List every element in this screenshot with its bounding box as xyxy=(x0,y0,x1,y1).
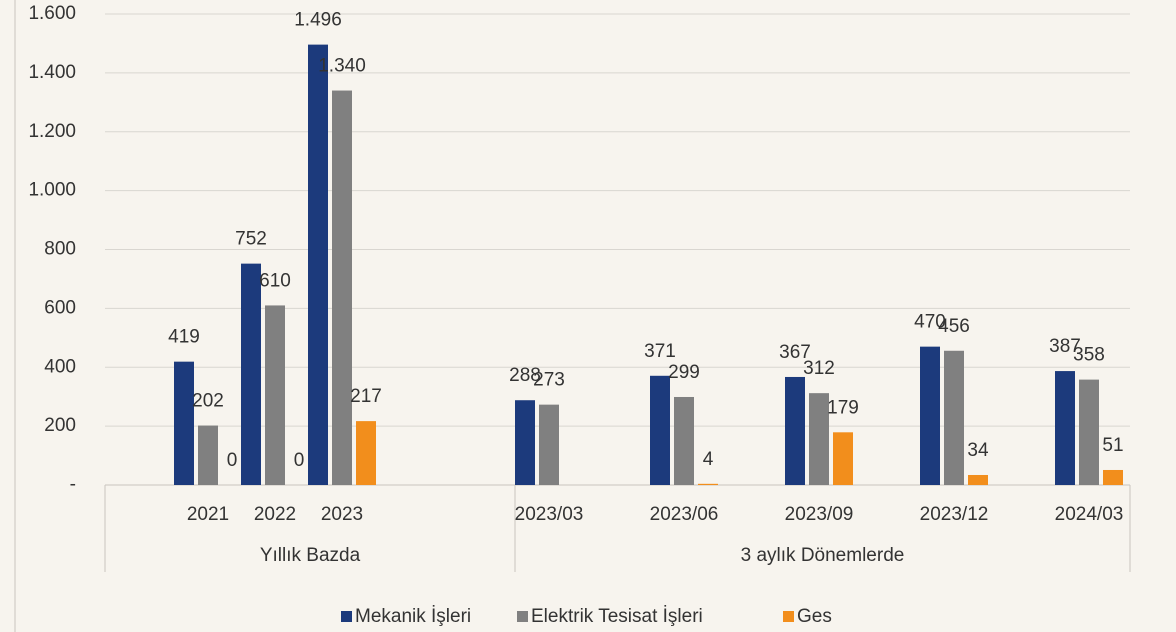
data-label: 371 xyxy=(644,341,676,362)
bar xyxy=(674,396,694,485)
data-label: 470 xyxy=(914,312,946,333)
bar xyxy=(356,421,376,485)
y-tick-label: 1.200 xyxy=(28,121,76,142)
legend-swatch xyxy=(341,611,352,622)
x-tick-label: 2023 xyxy=(321,504,363,525)
bar xyxy=(650,375,670,485)
data-label: 610 xyxy=(259,270,291,291)
data-label: 358 xyxy=(1073,345,1105,366)
x-tick-label: 2023/09 xyxy=(785,504,854,525)
y-tick-label: 400 xyxy=(44,356,76,377)
bar xyxy=(920,346,940,485)
data-label: 34 xyxy=(967,440,989,461)
bar xyxy=(809,393,829,485)
bar xyxy=(332,90,352,485)
x-tick-label: 2023/12 xyxy=(920,504,989,525)
data-label: 752 xyxy=(235,229,267,250)
y-tick-label: 1.000 xyxy=(28,180,76,201)
x-tick-label: 2024/03 xyxy=(1055,504,1124,525)
y-tick-label: 600 xyxy=(44,297,76,318)
y-tick-label: 800 xyxy=(44,239,76,260)
bar xyxy=(198,425,218,485)
data-label: 51 xyxy=(1102,435,1123,456)
x-tick-label: 2023/06 xyxy=(650,504,719,525)
bar xyxy=(1103,469,1123,485)
x-tick-label: 2021 xyxy=(187,504,229,525)
data-label: 179 xyxy=(827,397,859,418)
data-label: 217 xyxy=(350,386,382,407)
bar xyxy=(1055,371,1075,485)
legend-label: Elektrik Tesisat İşleri xyxy=(531,606,703,627)
data-label: 312 xyxy=(803,358,835,379)
bar xyxy=(698,483,718,485)
data-label: 288 xyxy=(509,365,541,386)
bar xyxy=(968,474,988,485)
x-tick-label: 2022 xyxy=(254,504,296,525)
bar xyxy=(174,361,194,485)
data-label: 0 xyxy=(294,450,305,471)
data-label: 299 xyxy=(668,362,700,383)
bar xyxy=(265,305,285,485)
data-label: 0 xyxy=(227,450,238,471)
y-tick-label: 200 xyxy=(44,415,76,436)
bar xyxy=(308,44,328,486)
group-label: 3 aylık Dönemlerde xyxy=(741,545,905,566)
legend-swatch xyxy=(783,611,794,622)
x-tick-label: 2023/03 xyxy=(515,504,584,525)
bar xyxy=(785,376,805,485)
legend-label: Ges xyxy=(797,606,832,627)
data-label: 273 xyxy=(533,370,565,391)
legend-label: Mekanik İşleri xyxy=(355,606,471,627)
data-label: 202 xyxy=(192,391,224,412)
data-label: 367 xyxy=(779,342,811,363)
bar xyxy=(944,350,964,485)
bar xyxy=(241,263,261,485)
data-label: 1.496 xyxy=(294,10,342,31)
data-label: 1.340 xyxy=(318,56,366,77)
data-label: 419 xyxy=(168,327,200,348)
bar xyxy=(515,400,535,485)
y-tick-label: 1.400 xyxy=(28,62,76,83)
y-tick-label: 1.600 xyxy=(28,3,76,24)
bar xyxy=(539,404,559,485)
data-label: 387 xyxy=(1049,336,1081,357)
data-label: 456 xyxy=(938,316,970,337)
y-tick-label: - xyxy=(70,474,76,495)
bar xyxy=(833,432,853,485)
legend-swatch xyxy=(517,611,528,622)
bar xyxy=(1079,379,1099,485)
data-label: 4 xyxy=(703,449,714,470)
group-label: Yıllık Bazda xyxy=(260,545,361,566)
